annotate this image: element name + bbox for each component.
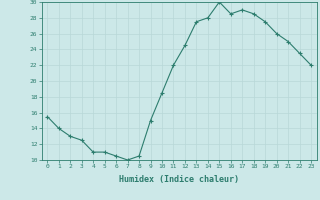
X-axis label: Humidex (Indice chaleur): Humidex (Indice chaleur) — [119, 175, 239, 184]
